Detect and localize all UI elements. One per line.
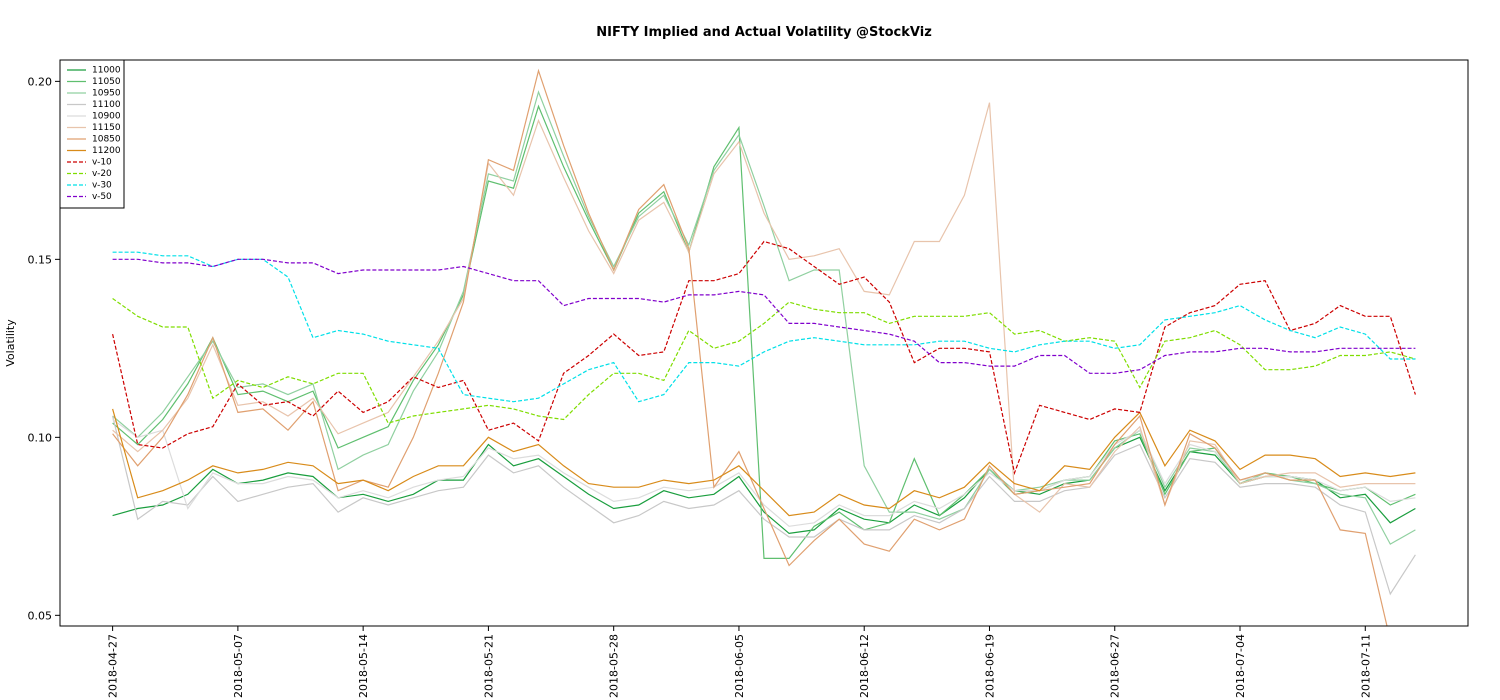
series-line [112, 102, 1416, 513]
series-line [112, 408, 1416, 517]
x-tick-label: 2018-07-11 [1359, 634, 1372, 698]
series-line [112, 419, 1416, 527]
legend-label: 10950 [92, 89, 121, 99]
y-axis-label: Volatility [4, 319, 17, 367]
legend-label: 10900 [92, 112, 121, 122]
y-tick-label: 0.15 [28, 253, 53, 266]
series-line [112, 90, 1416, 545]
x-tick-label: 2018-05-07 [232, 634, 245, 698]
series-line [112, 104, 1416, 559]
legend-label: 11200 [92, 146, 121, 156]
legend-label: v-10 [92, 158, 112, 168]
series-line [112, 251, 1416, 403]
x-tick-label: 2018-05-14 [357, 634, 370, 698]
x-tick-label: 2018-05-21 [482, 634, 495, 698]
series-line [112, 415, 1416, 596]
series-line [112, 68, 1388, 626]
x-tick-label: 2018-06-12 [858, 634, 871, 698]
y-tick-label: 0.10 [28, 431, 53, 444]
series-line [112, 240, 1416, 476]
legend-label: 11000 [92, 66, 121, 76]
x-tick-label: 2018-04-27 [107, 634, 120, 698]
series-line [112, 298, 1416, 424]
y-tick-label: 0.20 [28, 75, 53, 88]
legend-label: 10850 [92, 135, 121, 145]
legend-label: 11100 [92, 100, 121, 110]
legend-label: v-30 [92, 181, 112, 191]
series-line [112, 258, 1416, 374]
plot-lines [112, 68, 1416, 626]
x-tick-label: 2018-05-28 [608, 634, 621, 698]
x-tick-label: 2018-06-05 [733, 634, 746, 698]
legend-label: 11050 [92, 77, 121, 87]
chart-title: NIFTY Implied and Actual Volatility @Sto… [596, 25, 932, 40]
legend-label: v-50 [92, 192, 112, 202]
legend-label: v-20 [92, 169, 112, 179]
plot-frame [59, 59, 1469, 627]
series-line [112, 436, 1416, 535]
legend-box [59, 59, 125, 209]
y-tick-label: 0.05 [28, 609, 53, 622]
x-tick-label: 2018-06-27 [1109, 634, 1122, 698]
x-tick-label: 2018-06-19 [983, 634, 996, 698]
x-tick-label: 2018-07-04 [1234, 634, 1247, 698]
legend-label: 11150 [92, 123, 121, 133]
